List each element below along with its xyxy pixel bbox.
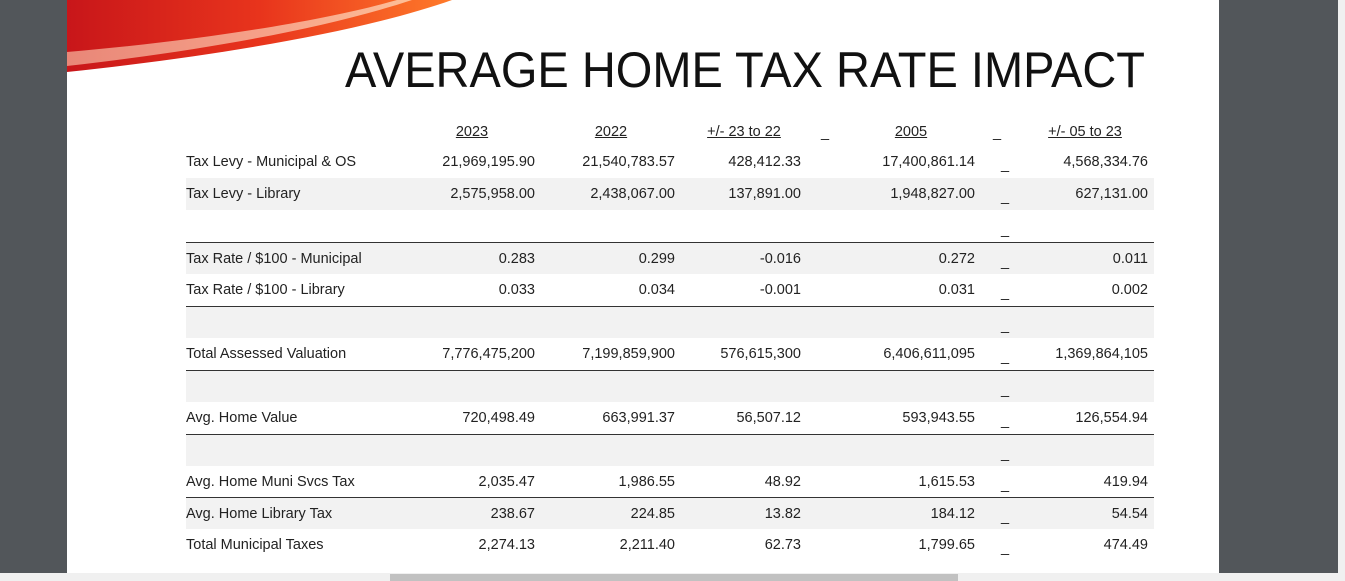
value-cell: 593,943.55	[902, 410, 975, 426]
value-cell: 0.299	[638, 250, 675, 267]
row-rule	[186, 434, 1154, 435]
slide-page: AVERAGE HOME TAX RATE IMPACT 2023 2022 +/-…	[67, 0, 1219, 573]
row-background	[186, 371, 1154, 402]
value-cell: 720,498.49	[462, 410, 535, 426]
marker: _	[993, 125, 1002, 141]
row-background	[186, 243, 1154, 274]
row-background	[186, 498, 1154, 529]
marker: _	[1001, 317, 1010, 334]
scroll-thumb[interactable]	[390, 574, 958, 581]
value-cell: 4,568,334.76	[1063, 153, 1148, 170]
row-label: Total Municipal Taxes	[186, 536, 324, 553]
row-label: Tax Rate / $100 - Municipal	[186, 250, 362, 267]
row-rule	[186, 242, 1154, 243]
value-cell: 428,412.33	[728, 153, 801, 170]
marker: _	[1001, 476, 1010, 493]
value-cell: 17,400,861.14	[882, 153, 975, 170]
marker: _	[1001, 156, 1010, 173]
value-cell: -0.001	[759, 282, 801, 298]
row-label: Tax Rate / $100 - Library	[186, 282, 345, 298]
marker: _	[1001, 381, 1010, 398]
value-cell: 54.54	[1111, 505, 1148, 522]
value-cell: 0.272	[938, 250, 975, 267]
value-cell: 0.011	[1112, 250, 1148, 267]
value-cell: 62.73	[764, 536, 801, 553]
value-cell: 126,554.94	[1075, 410, 1148, 426]
value-cell: 2,035.47	[478, 473, 535, 490]
value-cell: 238.67	[490, 505, 535, 522]
value-cell: 224.85	[630, 505, 675, 522]
marker: _	[1001, 413, 1010, 429]
title-area: AVERAGE HOME TAX RATE IMPACT	[67, 0, 1145, 98]
row-rule	[186, 306, 1154, 307]
value-cell: 7,776,475,200	[442, 346, 535, 362]
row-label: Tax Levy - Municipal & OS	[186, 153, 357, 170]
value-cell: 13.82	[764, 505, 801, 522]
value-cell: 7,199,859,900	[582, 346, 675, 362]
row-background	[186, 435, 1154, 466]
column-header: 2005	[894, 124, 928, 140]
value-cell: 576,615,300	[720, 346, 801, 362]
slide-title: AVERAGE HOME TAX RATE IMPACT	[345, 42, 1145, 98]
value-cell: 1,799.65	[918, 536, 975, 553]
value-cell: 1,986.55	[618, 473, 675, 490]
value-cell: 0.031	[938, 282, 975, 298]
swoosh-highlight	[67, 0, 412, 66]
marker: _	[1001, 221, 1010, 238]
vertical-scrollbar[interactable]	[1338, 0, 1345, 581]
marker: _	[1001, 285, 1010, 301]
row-label: Avg. Home Value	[186, 410, 298, 426]
value-cell: 21,969,195.90	[442, 153, 535, 170]
marker: _	[1001, 508, 1010, 525]
row-background	[186, 307, 1154, 338]
row-rule	[186, 370, 1154, 371]
value-cell: 1,948,827.00	[890, 186, 975, 202]
value-cell: 0.033	[498, 282, 535, 298]
column-header: +/- 05 to 23	[1048, 124, 1122, 140]
marker: _	[821, 125, 830, 141]
value-cell: -0.016	[759, 250, 801, 267]
value-cell: 2,274.13	[478, 536, 535, 553]
value-cell: 6,406,611,095	[883, 346, 975, 362]
value-cell: 137,891.00	[728, 186, 801, 202]
value-cell: 184.12	[930, 505, 975, 522]
marker: _	[1001, 189, 1010, 205]
column-header: 2022	[594, 124, 628, 140]
marker: _	[1001, 539, 1010, 556]
value-cell: 2,438,067.00	[590, 186, 675, 202]
value-cell: 419.94	[1103, 473, 1148, 490]
horizontal-scrollbar[interactable]	[0, 573, 1345, 581]
column-header: 2023	[455, 124, 489, 140]
column-header: +/- 23 to 22	[707, 124, 781, 140]
row-label: Avg. Home Library Tax	[186, 505, 333, 522]
marker: _	[1001, 253, 1010, 270]
value-cell: 0.283	[498, 250, 535, 267]
value-cell: 21,540,783.57	[582, 153, 675, 170]
value-cell: 627,131.00	[1075, 186, 1148, 202]
marker: _	[1001, 445, 1010, 462]
value-cell: 1,615.53	[918, 473, 975, 490]
value-cell: 663,991.37	[602, 410, 675, 426]
value-cell: 2,575,958.00	[450, 186, 535, 202]
marker: _	[1001, 349, 1010, 365]
row-label: Total Assessed Valuation	[186, 346, 347, 362]
value-cell: 48.92	[764, 473, 801, 490]
row-background	[186, 178, 1154, 210]
row-label: Tax Levy - Library	[186, 186, 301, 202]
value-cell: 2,211.40	[619, 536, 675, 553]
value-cell: 0.002	[1111, 282, 1148, 298]
row-rule	[186, 497, 1154, 498]
value-cell: 1,369,864,105	[1055, 346, 1148, 362]
value-cell: 474.49	[1103, 536, 1148, 553]
row-label: Avg. Home Muni Svcs Tax	[186, 473, 355, 490]
value-cell: 0.034	[638, 282, 675, 298]
value-cell: 56,507.12	[736, 410, 801, 426]
